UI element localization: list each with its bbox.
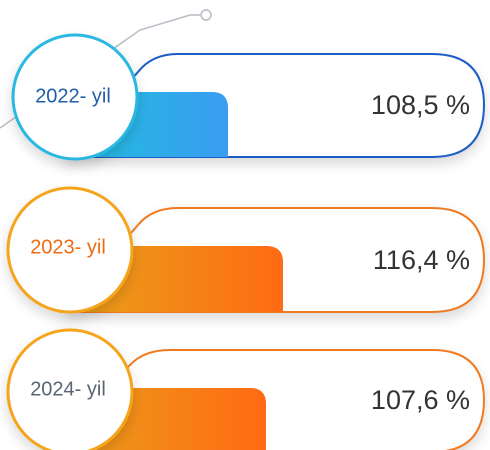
value-label: 107,6 % [371,385,470,415]
year-label: 2024- yil [30,378,106,400]
year-circle [6,328,134,450]
year-label: 2022- yil [35,85,111,107]
card: 2023- yil 116,4 % [6,186,486,314]
year-label: 2023- yil [30,236,106,258]
value-label: 108,5 % [371,90,470,120]
card: 2022- yil 108,5 % [11,33,486,161]
year-circle [6,186,134,314]
card: 2024- yil 107,6 % [6,328,486,450]
year-circle [11,33,139,161]
value-label: 116,4 % [373,245,470,275]
